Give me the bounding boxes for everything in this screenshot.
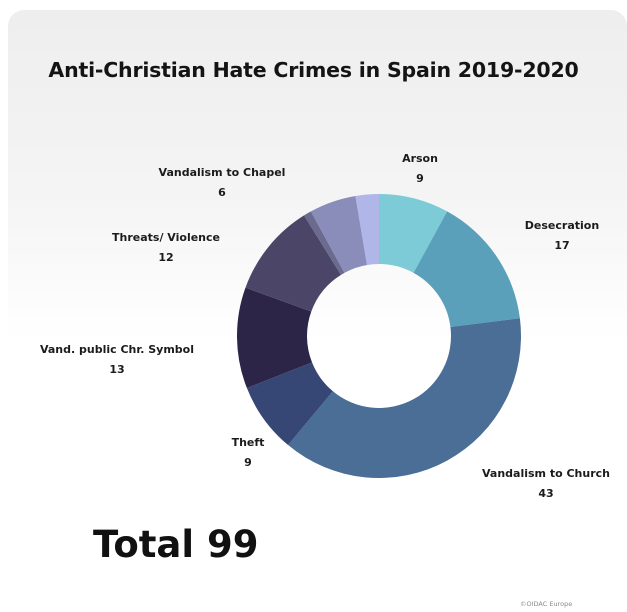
label-vand-symbol-value: 13 [109, 363, 124, 376]
slice-arson [379, 194, 448, 273]
total-label: Total 99 [93, 523, 259, 566]
slice-vandalism-to-church [288, 318, 521, 478]
slice-desecration [413, 211, 520, 328]
label-chapel-name: Vandalism to Chapel [159, 166, 286, 179]
label-desecration-name: Desecration [525, 219, 599, 232]
label-threats-value: 12 [158, 251, 173, 264]
label-threats-name: Threats/ Violence [112, 231, 220, 244]
label-theft-value: 9 [244, 456, 252, 469]
label-arson-value: 9 [416, 172, 424, 185]
label-vandalism-church-name: Vandalism to Church [482, 467, 610, 480]
label-arson-name: Arson [402, 152, 438, 165]
slice-unlabeled-8 [355, 194, 379, 265]
label-vand-symbol-name: Vand. public Chr. Symbol [40, 343, 194, 356]
chart-title: Anti-Christian Hate Crimes in Spain 2019… [48, 58, 579, 82]
slice-vand-public-chr-symbol [237, 287, 313, 389]
chart-card [8, 10, 627, 612]
slice-unlabeled-6 [304, 211, 345, 275]
label-chapel-value: 6 [218, 186, 226, 199]
slice-theft [246, 362, 333, 446]
credit-text: ©OIDAC Europe [520, 600, 573, 608]
slice-vandalism-to-chapel [310, 195, 368, 273]
label-desecration-value: 17 [554, 239, 569, 252]
label-vandalism-church-value: 43 [538, 487, 553, 500]
label-theft-name: Theft [232, 436, 265, 449]
slice-threats-violence [245, 215, 341, 312]
